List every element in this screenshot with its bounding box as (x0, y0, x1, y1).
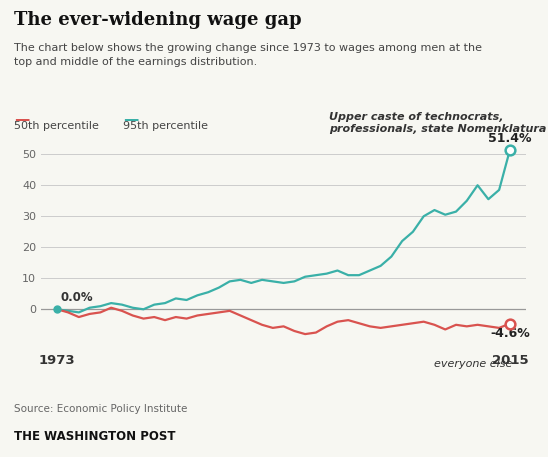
Text: Source: Economic Policy Institute: Source: Economic Policy Institute (14, 404, 187, 414)
Text: 51.4%: 51.4% (488, 132, 532, 145)
Text: 0.0%: 0.0% (60, 291, 93, 304)
Text: -4.6%: -4.6% (490, 327, 530, 340)
Text: 95th percentile: 95th percentile (123, 121, 208, 131)
Text: —: — (123, 112, 139, 127)
Text: 50th percentile: 50th percentile (14, 121, 99, 131)
Text: The chart below shows the growing change since 1973 to wages among men at the
to: The chart below shows the growing change… (14, 43, 482, 67)
Text: THE WASHINGTON POST: THE WASHINGTON POST (14, 430, 175, 442)
Text: The ever-widening wage gap: The ever-widening wage gap (14, 11, 301, 29)
Text: Upper caste of technocrats,
professionals, state Nomenklatura: Upper caste of technocrats, professional… (329, 112, 546, 133)
Text: —: — (14, 112, 29, 127)
Text: everyone else: everyone else (434, 359, 512, 369)
